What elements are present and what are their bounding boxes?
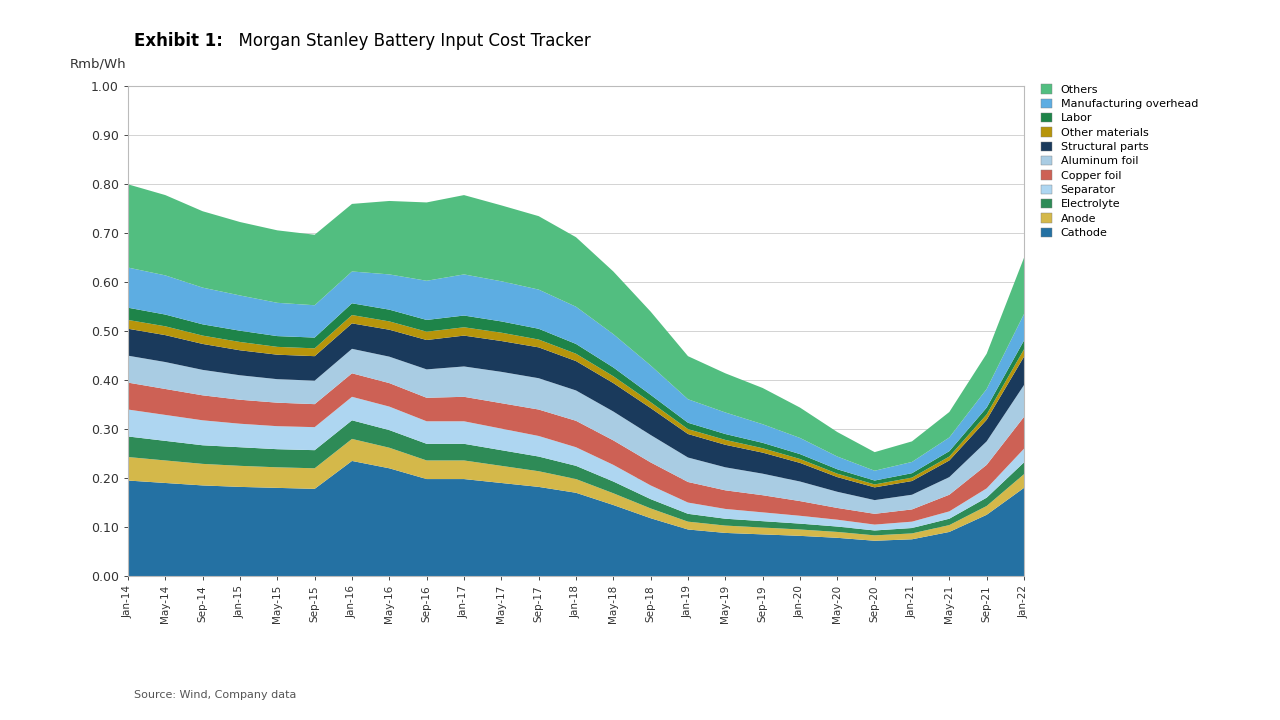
Text: Exhibit 1:: Exhibit 1: [134, 32, 223, 50]
Text: Rmb/Wh: Rmb/Wh [69, 57, 127, 70]
Text: Source: Wind, Company data: Source: Wind, Company data [134, 690, 297, 700]
Text: Morgan Stanley Battery Input Cost Tracker: Morgan Stanley Battery Input Cost Tracke… [228, 32, 590, 50]
Legend: Others, Manufacturing overhead, Labor, Other materials, Structural parts, Alumin: Others, Manufacturing overhead, Labor, O… [1038, 82, 1201, 240]
